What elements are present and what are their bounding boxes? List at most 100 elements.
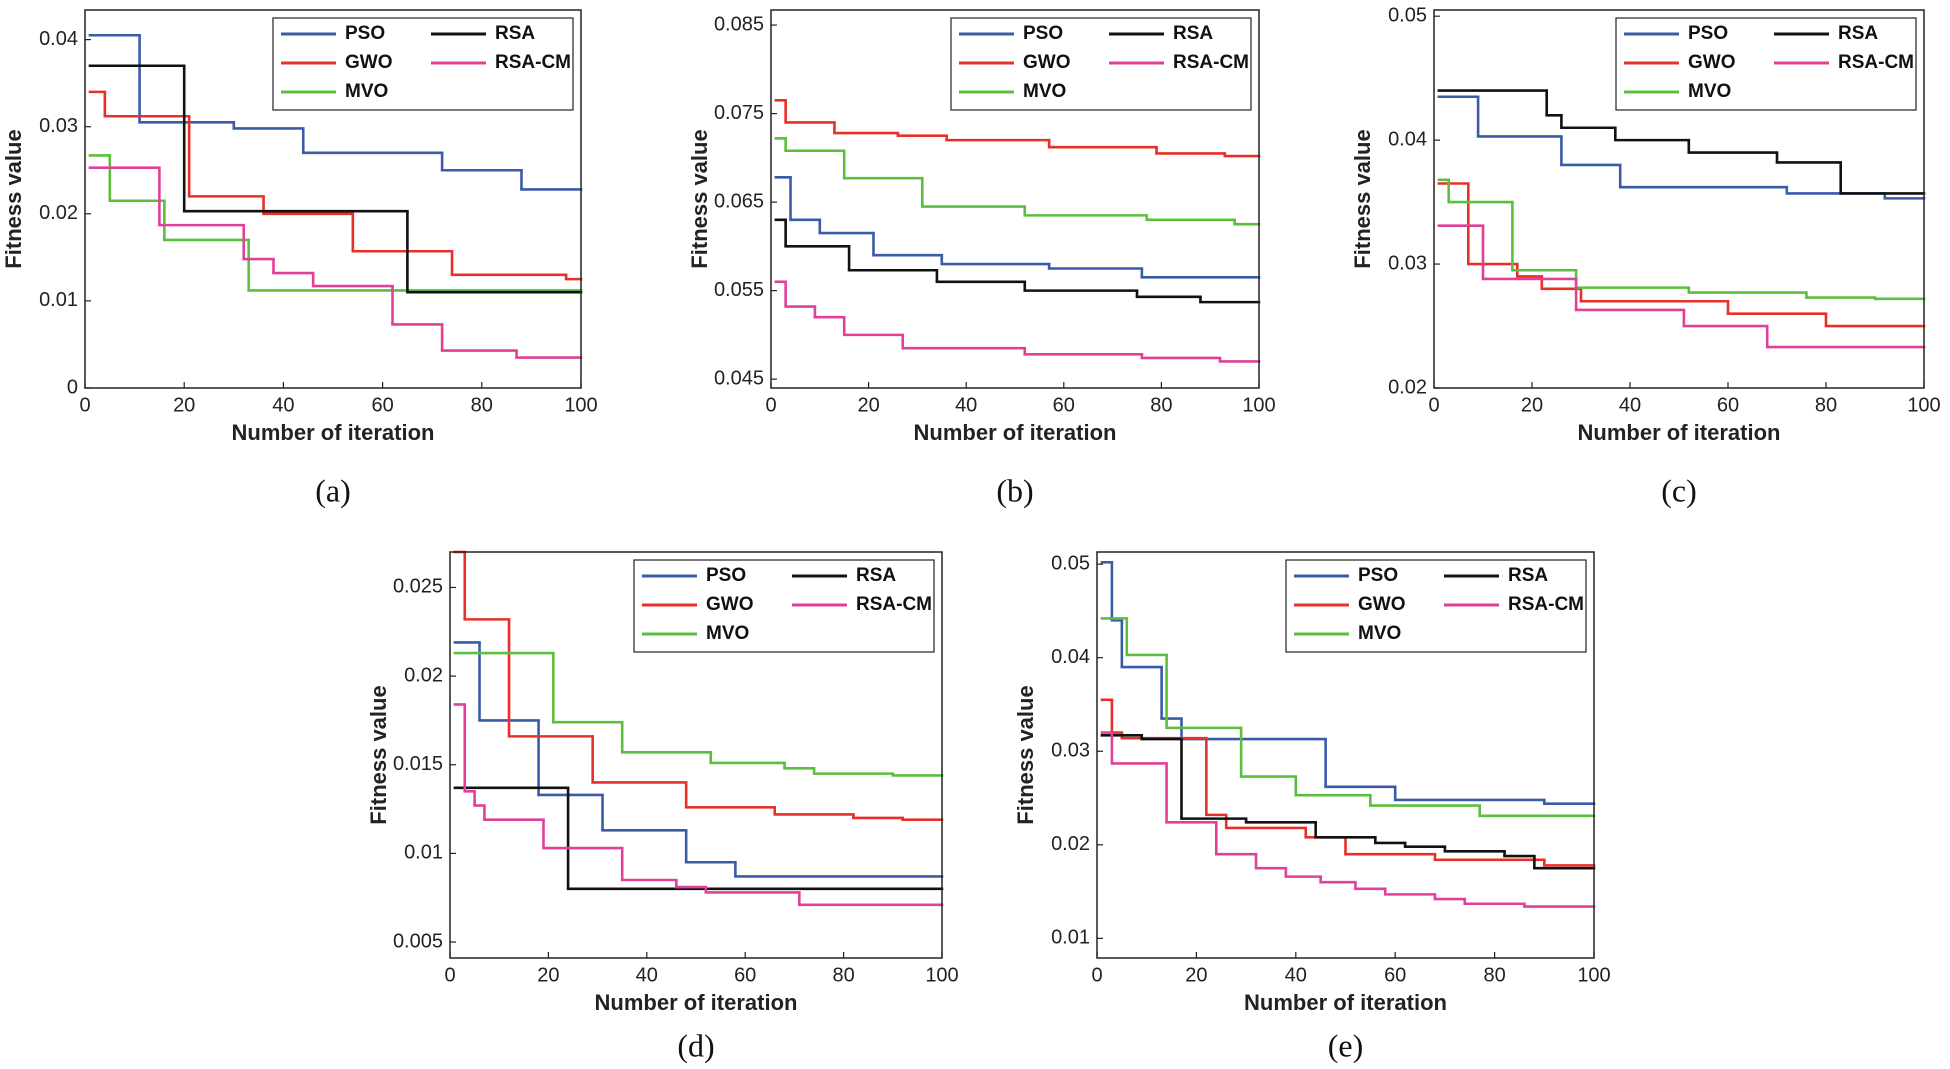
y-tick-label: 0.075 xyxy=(714,102,764,124)
series xyxy=(774,176,1261,279)
y-axis-label: Fitness value xyxy=(1013,685,1038,824)
axes-frame xyxy=(770,9,1260,389)
y-tick-label: 0.05 xyxy=(1388,4,1427,26)
legend: PSO GWO MVO RSA RSA-CM xyxy=(272,17,574,111)
y-tick-label: 0.01 xyxy=(404,842,443,864)
legend-label: PSO xyxy=(345,23,385,44)
legend-label: RSA xyxy=(495,23,535,44)
axes-frame xyxy=(1433,9,1925,389)
x-tick-label: 80 xyxy=(832,964,854,986)
legend: PSO GWO MVO RSA RSA-CM xyxy=(1615,17,1917,111)
x-tick-label: 60 xyxy=(1053,394,1075,416)
y-tick-label: 0.045 xyxy=(714,367,764,389)
axes-frame xyxy=(84,9,582,389)
x-tick-label: 0 xyxy=(765,394,776,416)
x-tick-label: 0 xyxy=(79,394,90,416)
legend-label: MVO xyxy=(1358,623,1401,644)
legend-label: MVO xyxy=(1023,81,1066,102)
y-tick-label: 0.02 xyxy=(1388,376,1427,398)
y-tick-label: 0.04 xyxy=(1388,128,1427,150)
legend-label: RSA xyxy=(1173,23,1213,44)
x-axis-label: Number of iteration xyxy=(1578,420,1781,445)
y-tick-label: 0.03 xyxy=(1388,252,1427,274)
legend: PSO GWO MVO RSA RSA-CM xyxy=(633,559,935,653)
subplot-caption: (b) xyxy=(996,472,1033,508)
legend-label: PSO xyxy=(706,565,746,586)
y-tick-label: 0.005 xyxy=(393,930,443,952)
x-axis-label: Number of iteration xyxy=(595,990,798,1015)
legend-label: RSA xyxy=(1508,565,1548,586)
series xyxy=(453,550,944,822)
x-tick-label: 60 xyxy=(1717,394,1739,416)
y-tick-label: 0.05 xyxy=(1051,552,1090,574)
y-tick-label: 0 xyxy=(67,376,78,398)
y-tick-label: 0.065 xyxy=(714,190,764,212)
subplot-caption: (a) xyxy=(315,472,351,508)
y-axis-label: Fitness value xyxy=(687,129,712,268)
legend-label: RSA-CM xyxy=(856,594,932,615)
x-axis-label: Number of iteration xyxy=(232,420,435,445)
legend-label: RSA-CM xyxy=(1838,52,1914,73)
x-tick-label: 80 xyxy=(1815,394,1837,416)
subplot: 0 20 40 60 80 100 0.005 0.01 0.015 0.02 0.025 Numbe… xyxy=(366,550,959,1063)
legend-label: PSO xyxy=(1688,23,1728,44)
y-axis-label: Fitness value xyxy=(1350,129,1375,268)
legend-label: PSO xyxy=(1358,565,1398,586)
x-tick-label: 80 xyxy=(1150,394,1172,416)
legend-label: GWO xyxy=(345,52,393,73)
x-tick-label: 40 xyxy=(955,394,977,416)
y-tick-label: 0.015 xyxy=(393,753,443,775)
series xyxy=(453,786,944,891)
series xyxy=(453,703,944,907)
series xyxy=(774,98,1261,158)
legend: PSO GWO MVO RSA RSA-CM xyxy=(1285,559,1587,653)
y-tick-label: 0.04 xyxy=(39,28,78,50)
subplot-caption: (c) xyxy=(1661,472,1697,508)
x-tick-label: 0 xyxy=(1428,394,1439,416)
legend-label: MVO xyxy=(706,623,749,644)
subplot: 0 20 40 60 80 100 0.02 0.03 0.04 0.05 Number of it… xyxy=(1350,4,1941,508)
x-tick-label: 100 xyxy=(1242,394,1275,416)
legend-label: RSA xyxy=(1838,23,1878,44)
series xyxy=(88,154,583,292)
legend: PSO GWO MVO RSA RSA-CM xyxy=(950,17,1252,111)
subplot-caption: (d) xyxy=(677,1027,714,1063)
subplot: 0 20 40 60 80 100 0.045 0.055 0.065 0.075 0.085 Num… xyxy=(687,9,1276,508)
legend-label: MVO xyxy=(345,81,388,102)
x-tick-label: 100 xyxy=(925,964,958,986)
x-tick-label: 0 xyxy=(1091,964,1102,986)
legend-label: GWO xyxy=(1688,52,1736,73)
x-tick-label: 40 xyxy=(1285,964,1307,986)
y-tick-label: 0.02 xyxy=(404,664,443,686)
series xyxy=(1437,95,1926,200)
x-tick-label: 60 xyxy=(371,394,393,416)
x-axis-label: Number of iteration xyxy=(1244,990,1447,1015)
x-tick-label: 20 xyxy=(537,964,559,986)
series xyxy=(1437,178,1926,301)
subplot: 0 20 40 60 80 100 0 0.01 0.02 0.03 0.04 Number of i… xyxy=(1,9,598,508)
x-tick-label: 40 xyxy=(272,394,294,416)
subplot: 0 20 40 60 80 100 0.01 0.02 0.03 0.04 0.05 Number o… xyxy=(1013,551,1611,1063)
axes-frame xyxy=(449,551,943,959)
x-axis-label: Number of iteration xyxy=(914,420,1117,445)
y-tick-label: 0.02 xyxy=(1051,833,1090,855)
y-tick-label: 0.01 xyxy=(1051,927,1090,949)
x-tick-label: 100 xyxy=(1907,394,1940,416)
series xyxy=(1100,560,1596,805)
y-tick-label: 0.055 xyxy=(714,279,764,301)
x-tick-label: 20 xyxy=(1521,394,1543,416)
series xyxy=(1437,224,1926,349)
legend-label: RSA-CM xyxy=(495,52,571,73)
series xyxy=(88,64,583,294)
legend-label: RSA-CM xyxy=(1508,594,1584,615)
y-tick-label: 0.01 xyxy=(39,289,78,311)
x-tick-label: 20 xyxy=(1185,964,1207,986)
y-axis-label: Fitness value xyxy=(1,129,26,268)
series xyxy=(774,280,1261,363)
series xyxy=(774,137,1261,226)
y-tick-label: 0.025 xyxy=(393,576,443,598)
y-tick-label: 0.04 xyxy=(1051,646,1090,668)
legend-label: PSO xyxy=(1023,23,1063,44)
x-tick-label: 20 xyxy=(857,394,879,416)
